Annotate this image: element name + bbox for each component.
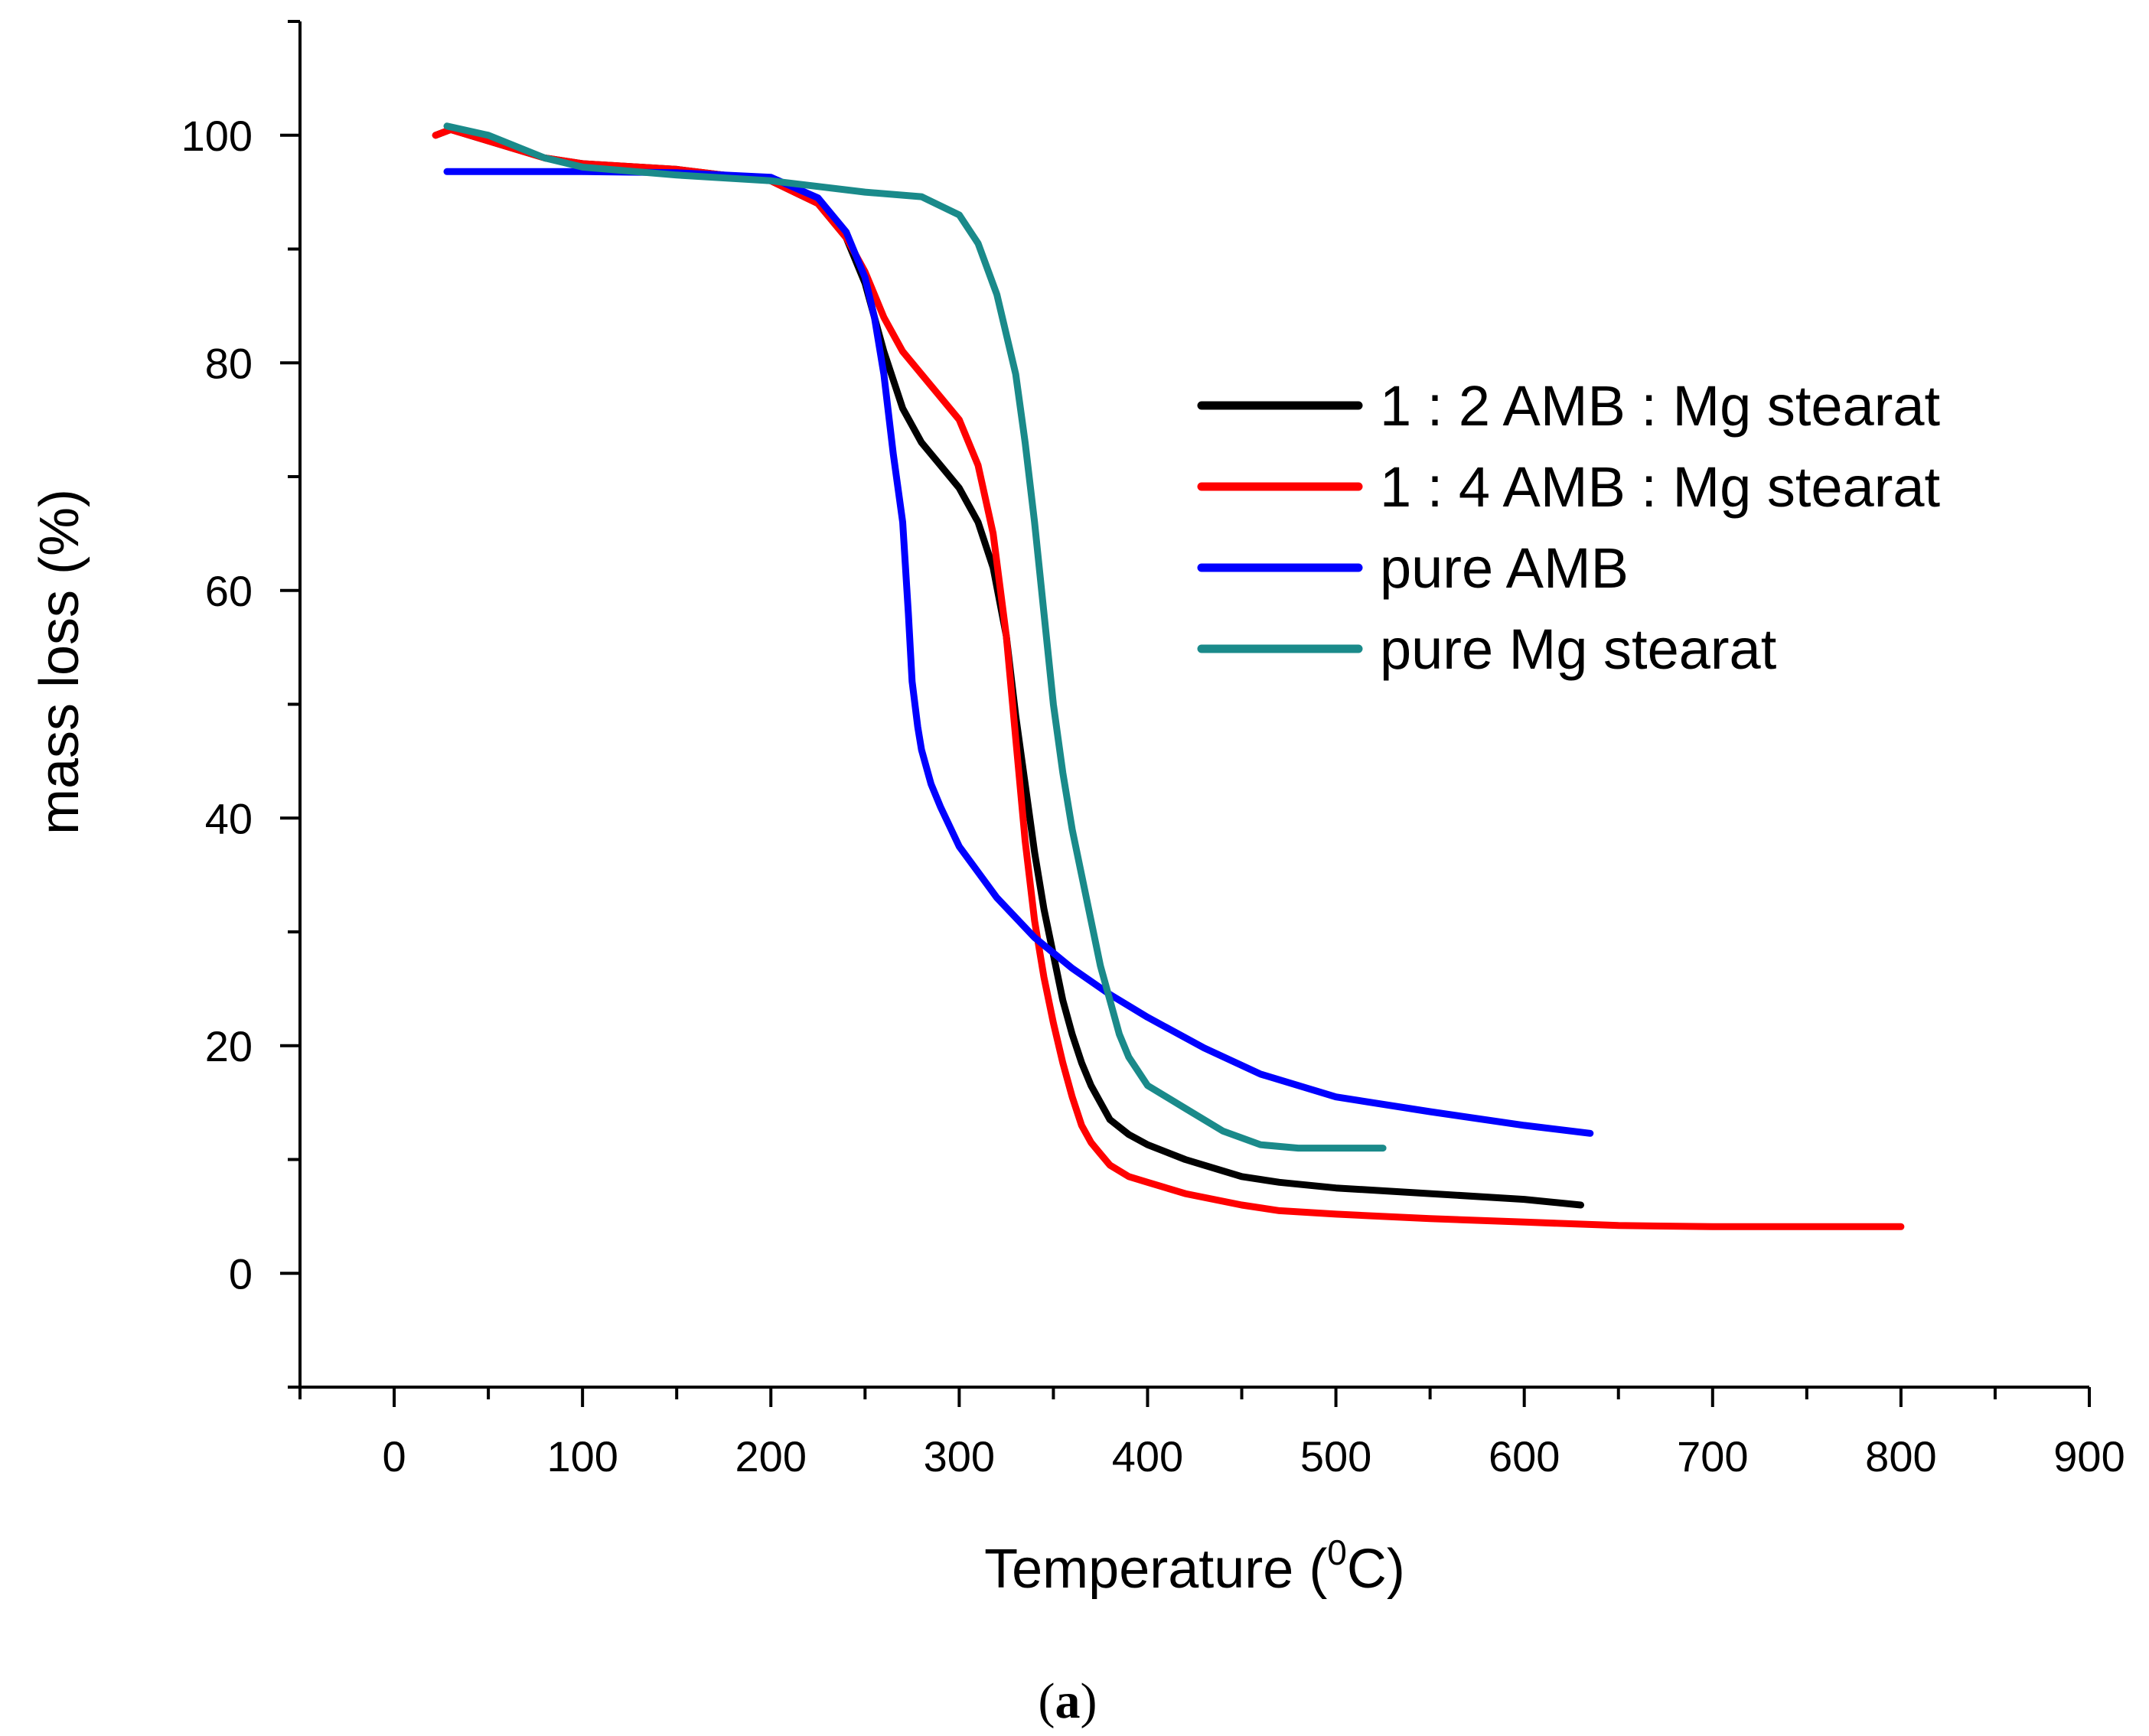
legend-label-2: 1 : 4 AMB : Mg stearat bbox=[1380, 455, 1941, 519]
y-axis-title: mass loss (%) bbox=[29, 489, 90, 835]
legend-label-4: pure Mg stearat bbox=[1380, 617, 1777, 681]
series-lines bbox=[432, 122, 1905, 1230]
y-tick-label: 100 bbox=[181, 112, 253, 160]
y-tick-label: 0 bbox=[229, 1249, 253, 1298]
axes-frame bbox=[298, 21, 2089, 1389]
y-tick-label: 40 bbox=[205, 794, 253, 842]
y-tick-label: 60 bbox=[205, 567, 253, 615]
legend: 1 : 2 AMB : Mg stearat 1 : 4 AMB : Mg ste… bbox=[1197, 374, 1941, 681]
x-axis-title-tail: C) bbox=[1347, 1539, 1405, 1600]
x-tick-label: 0 bbox=[382, 1432, 406, 1480]
x-tick-label: 700 bbox=[1677, 1432, 1748, 1480]
x-axis-ticks: 0 100 200 300 400 500 600 700 800 900 bbox=[298, 1387, 2125, 1480]
series-line-3 bbox=[443, 168, 1594, 1137]
x-tick-label: 100 bbox=[546, 1432, 618, 1480]
series-line-4 bbox=[443, 122, 1387, 1152]
y-axis-ticks: 0 20 40 60 80 100 bbox=[181, 20, 300, 1389]
figure-caption: (a) bbox=[1039, 1673, 1097, 1729]
legend-label-3: pure AMB bbox=[1380, 536, 1629, 600]
y-tick-label: 20 bbox=[205, 1022, 253, 1070]
x-tick-label: 800 bbox=[1865, 1432, 1936, 1480]
y-tick-label: 80 bbox=[205, 339, 253, 387]
x-axis-title-superscript: 0 bbox=[1327, 1532, 1347, 1572]
x-axis-title-main: Temperature ( bbox=[984, 1539, 1327, 1600]
x-axis-title: Temperature (0C) bbox=[984, 1532, 1405, 1600]
x-tick-label: 900 bbox=[2053, 1432, 2125, 1480]
legend-label-1: 1 : 2 AMB : Mg stearat bbox=[1380, 374, 1941, 438]
x-tick-label: 300 bbox=[924, 1432, 995, 1480]
caption-letter: a bbox=[1055, 1673, 1081, 1729]
series-line-2 bbox=[432, 125, 1905, 1230]
x-tick-label: 200 bbox=[735, 1432, 807, 1480]
x-tick-label: 400 bbox=[1112, 1432, 1183, 1480]
caption-close-paren: ) bbox=[1081, 1673, 1097, 1729]
x-tick-label: 600 bbox=[1489, 1432, 1560, 1480]
x-tick-label: 500 bbox=[1300, 1432, 1371, 1480]
caption-open-paren: ( bbox=[1039, 1673, 1055, 1729]
